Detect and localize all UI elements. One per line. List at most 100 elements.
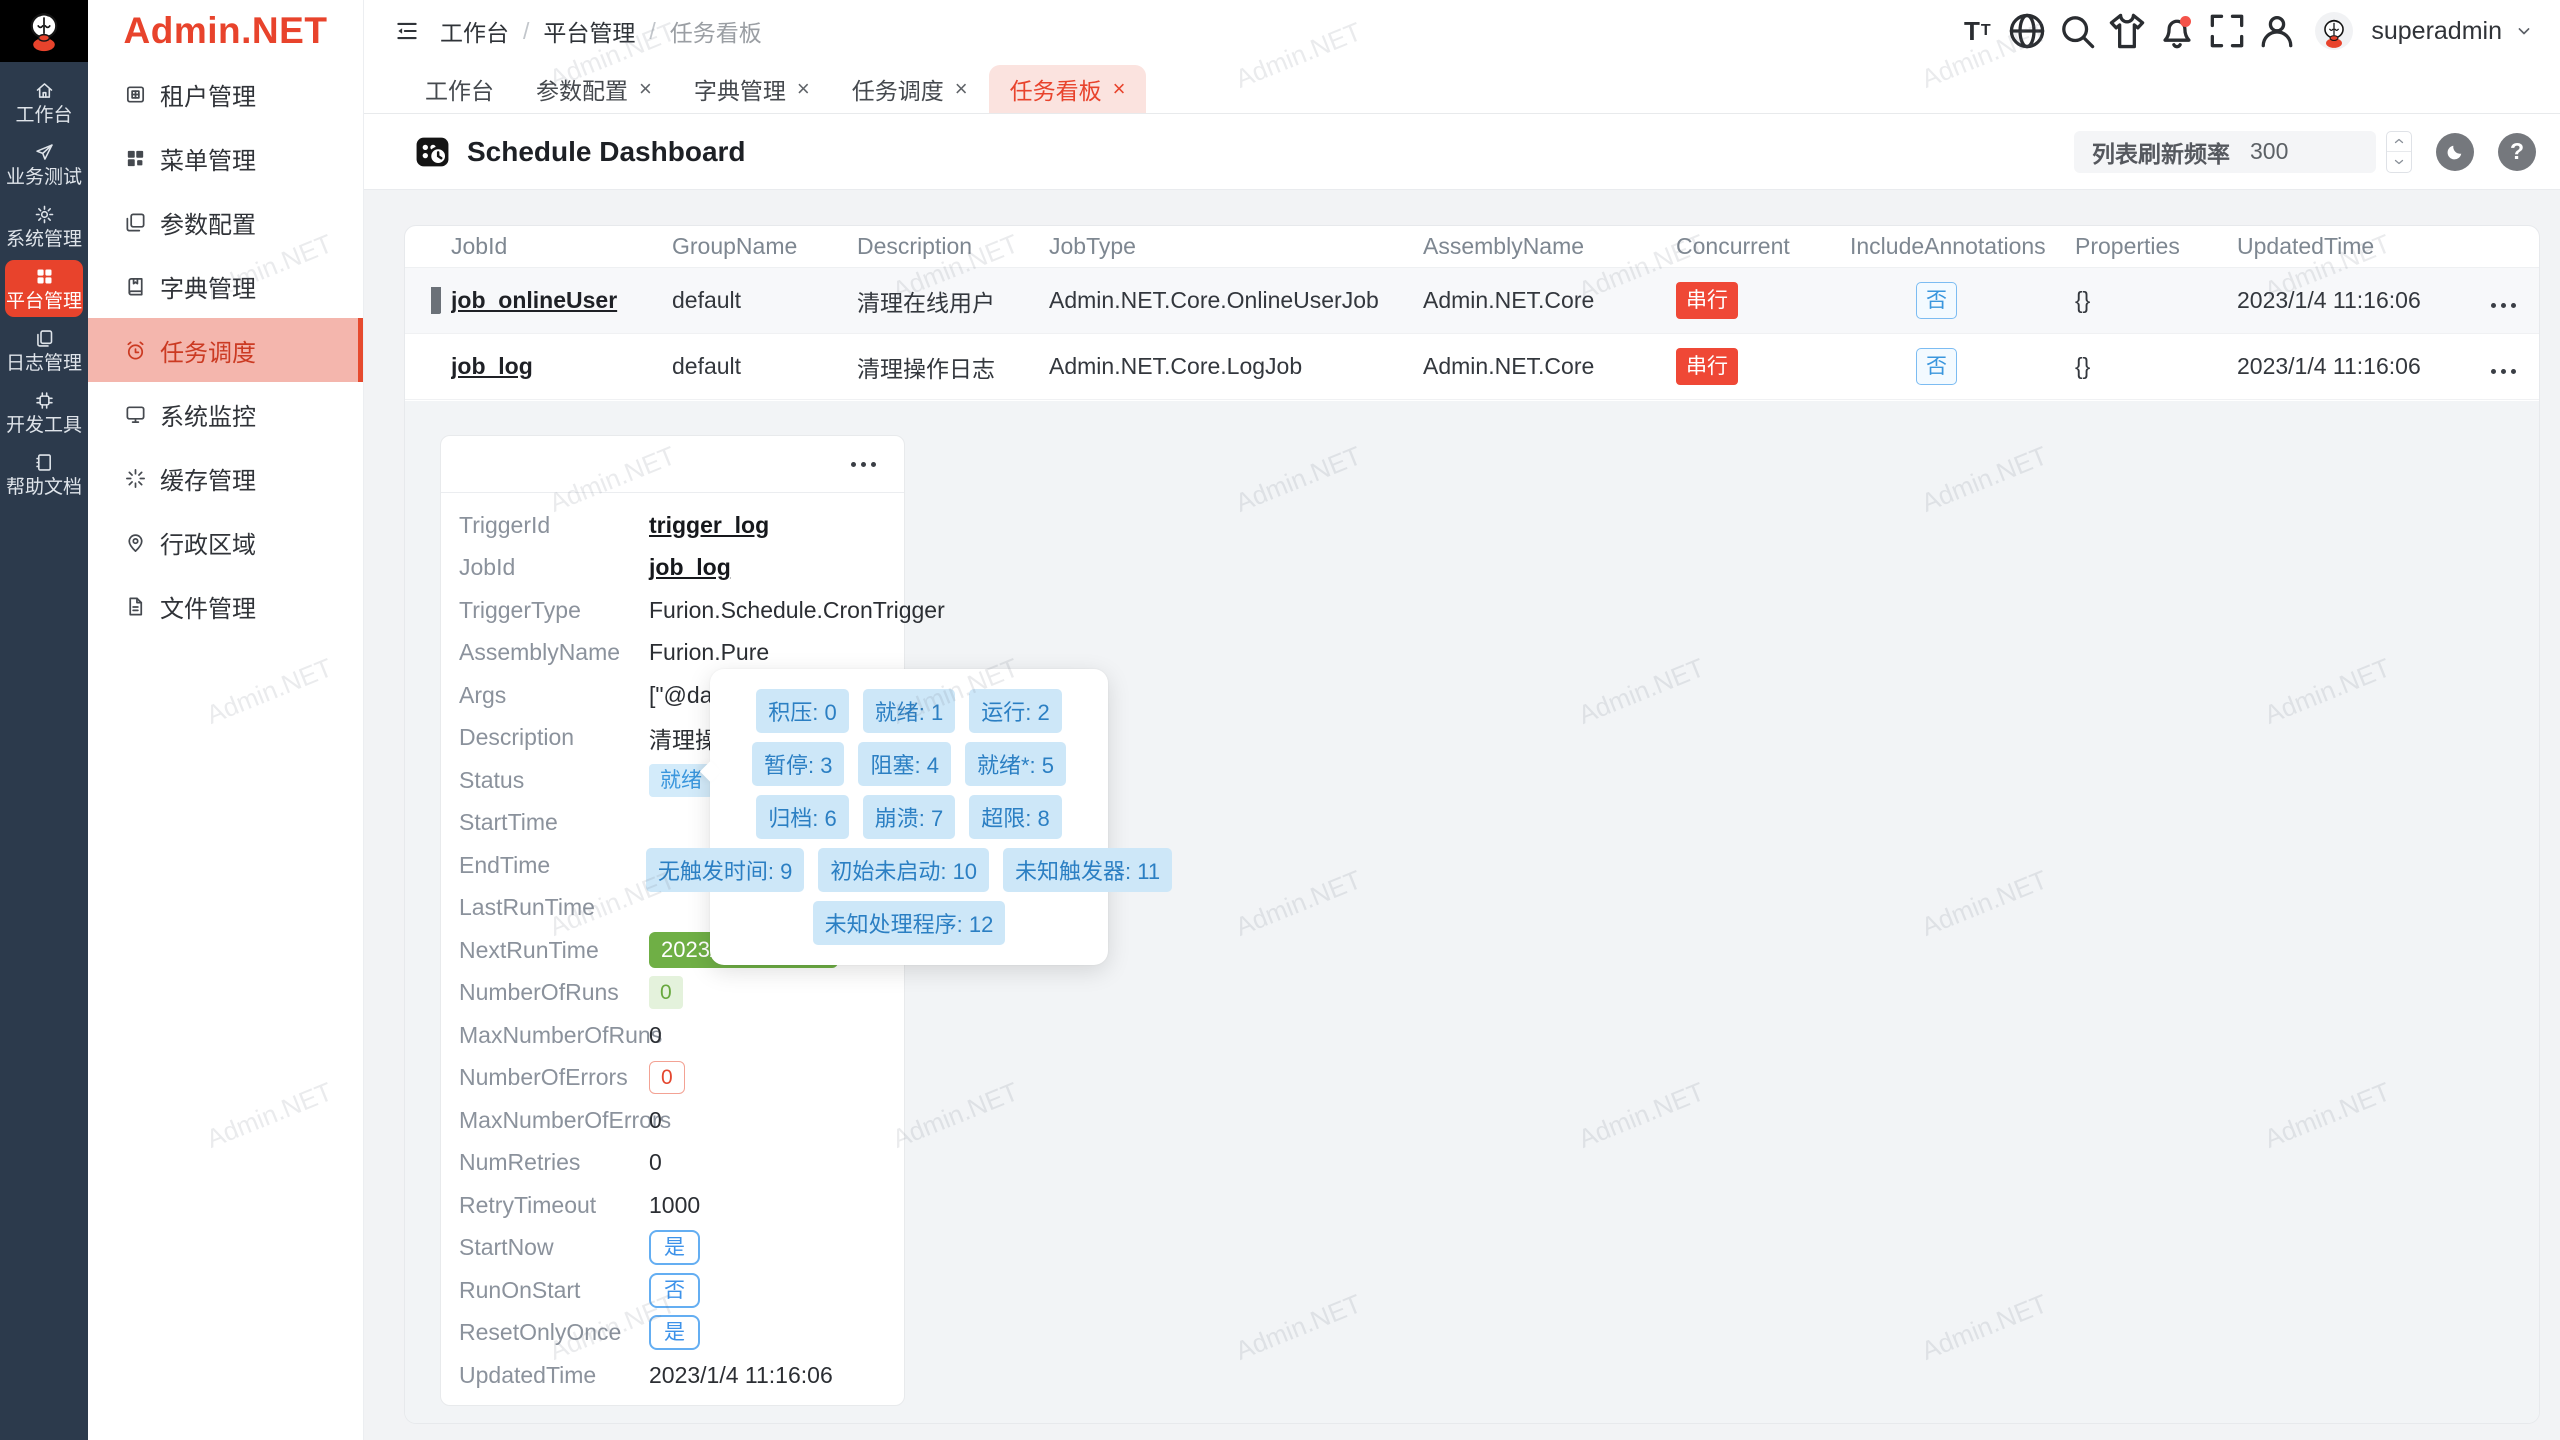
more-actions-icon[interactable] [2489,363,2518,380]
refresh-rate-label: 列表刷新频率 [2092,140,2230,167]
detail-value: 2023/1/4 11:16:06 [649,1361,833,1388]
sidebar-item-file-mgmt[interactable]: 文件管理 [88,574,363,638]
more-actions-icon[interactable] [2489,297,2518,314]
stepper-up-icon[interactable] [2387,132,2411,152]
job-id-link[interactable]: job_onlineUser [451,287,618,313]
sidebar-item-menu-mgmt[interactable]: 菜单管理 [88,126,363,190]
app-logo-mark[interactable] [0,0,88,62]
rail-item-help-docs[interactable]: 帮助文档 [5,446,83,503]
rail-item-platform-mgmt[interactable]: 平台管理 [5,260,83,317]
tooltip-badge-row: 无触发时间: 9 初始未启动: 10 未知触发器: 11 [645,848,1173,892]
rail-item-label: 平台管理 [5,291,82,312]
status-count-badge: 阻塞: 4 [858,742,951,786]
column-header: GroupName [672,233,798,259]
breadcrumb-item[interactable]: 工作台 [440,20,509,46]
docs-icon [34,452,55,473]
rail-item-log-mgmt[interactable]: 日志管理 [5,322,83,379]
help-icon[interactable]: ? [2498,132,2536,171]
sidebar-item-task-schedule[interactable]: 任务调度 [88,318,363,382]
theme-icon[interactable] [2105,9,2149,53]
fullscreen-icon[interactable] [2205,9,2249,53]
tab-workbench[interactable]: 工作台 [404,65,515,113]
breadcrumb-item[interactable]: 平台管理 [543,20,636,46]
detail-row: NumberOfErrors 0 [441,1057,904,1100]
close-icon[interactable]: × [1112,76,1126,101]
close-icon[interactable]: × [639,76,652,101]
detail-row: StartNow 是 [441,1227,904,1270]
rail-item-system-mgmt[interactable]: 系统管理 [5,198,83,255]
language-icon[interactable] [2005,9,2049,53]
cell-updated-time: 2023/1/4 11:16:06 [2237,353,2421,379]
job-id-link[interactable]: job_log [451,353,533,379]
detail-label: Description [459,724,575,751]
close-icon[interactable]: × [954,76,968,101]
dark-mode-icon[interactable] [2436,132,2474,171]
home-icon [34,80,55,101]
rail-item-business-test[interactable]: 业务测试 [5,136,83,193]
sidebar-item-dict-mgmt[interactable]: 字典管理 [88,254,363,318]
tab-param-config[interactable]: 参数配置 × [515,65,673,113]
tab-task-schedule[interactable]: 任务调度 × [831,65,989,113]
page-toolbar: Schedule Dashboard 列表刷新频率 [364,114,2560,190]
detail-value: 1000 [649,1191,701,1218]
detail-label: TriggerId [459,511,551,538]
more-actions-icon[interactable] [849,456,878,473]
sidebar-item-param-config[interactable]: 参数配置 [88,190,363,254]
detail-label: NumberOfErrors [459,1064,628,1091]
rail-item-workbench[interactable]: 工作台 [5,74,83,131]
sidebar-fold-icon[interactable] [390,14,424,48]
detail-label: NumberOfRuns [459,979,619,1006]
stepper-down-icon[interactable] [2387,152,2411,172]
detail-value: 0 [649,976,683,1010]
column-header: UpdatedTime [2237,233,2375,259]
status-count-badge: 无触发时间: 9 [645,848,805,892]
collapse-row-icon[interactable] [431,353,445,379]
cell-description: 清理在线用户 [857,289,995,316]
column-header: Properties [2075,233,2180,259]
close-icon[interactable]: × [796,76,810,101]
detail-row: RunOnStart 否 [441,1269,904,1312]
tab-dict-mgmt[interactable]: 字典管理 × [673,65,831,113]
notification-icon[interactable] [2155,9,2199,53]
rail-item-dev-tools[interactable]: 开发工具 [5,384,83,441]
cell-job-id: job_onlineUser [451,287,672,314]
region-icon [124,531,147,554]
detail-row: TriggerId trigger_log [441,504,904,547]
breadcrumb-item: 任务看板 [669,20,762,46]
detail-value[interactable]: trigger_log [649,511,770,538]
detail-label: MaxNumberOfRuns [459,1021,663,1048]
monitor-icon [124,403,147,426]
logs-icon [34,328,55,349]
sidebar-item-label: 缓存管理 [160,467,256,495]
profile-icon[interactable] [2255,9,2299,53]
status-count-badge: 就绪: 1 [862,689,956,733]
avatar[interactable] [2315,12,2354,50]
detail-label: Args [459,681,507,708]
sidebar-item-system-monitor[interactable]: 系统监控 [88,382,363,446]
chevron-down-icon[interactable] [2514,21,2534,41]
detail-value: 0 [649,1106,662,1133]
tooltip-badge-row: 暂停: 3 阻塞: 4 就绪*: 5 [752,742,1066,786]
detail-row: MaxNumberOfErrors 0 [441,1099,904,1142]
column-header: JobType [1049,233,1136,259]
sidebar-item-cache-mgmt[interactable]: 缓存管理 [88,446,363,510]
sidebar-item-admin-region[interactable]: 行政区域 [88,510,363,574]
sidebar-item-tenant-mgmt[interactable]: 租户管理 [88,62,363,126]
cell-assembly-name: Admin.NET.Core [1423,287,1595,313]
tab-task-board[interactable]: 任务看板 × [988,65,1147,113]
rail-item-label: 开发工具 [5,415,82,436]
detail-value: 是 [649,1315,700,1351]
status-count-badge: 就绪*: 5 [964,742,1066,786]
mascot-icon [30,13,58,52]
detail-value[interactable]: job_log [649,554,731,581]
rail-item-label: 业务测试 [5,167,82,188]
user-menu[interactable]: superadmin [2371,16,2502,45]
detail-label: LastRunTime [459,894,595,921]
refresh-rate-input[interactable] [2248,137,2358,166]
refresh-rate-field: 列表刷新频率 [2074,130,2376,173]
expand-row-icon[interactable] [431,287,441,314]
detail-label: JobId [459,554,516,581]
search-icon[interactable] [2055,9,2099,53]
